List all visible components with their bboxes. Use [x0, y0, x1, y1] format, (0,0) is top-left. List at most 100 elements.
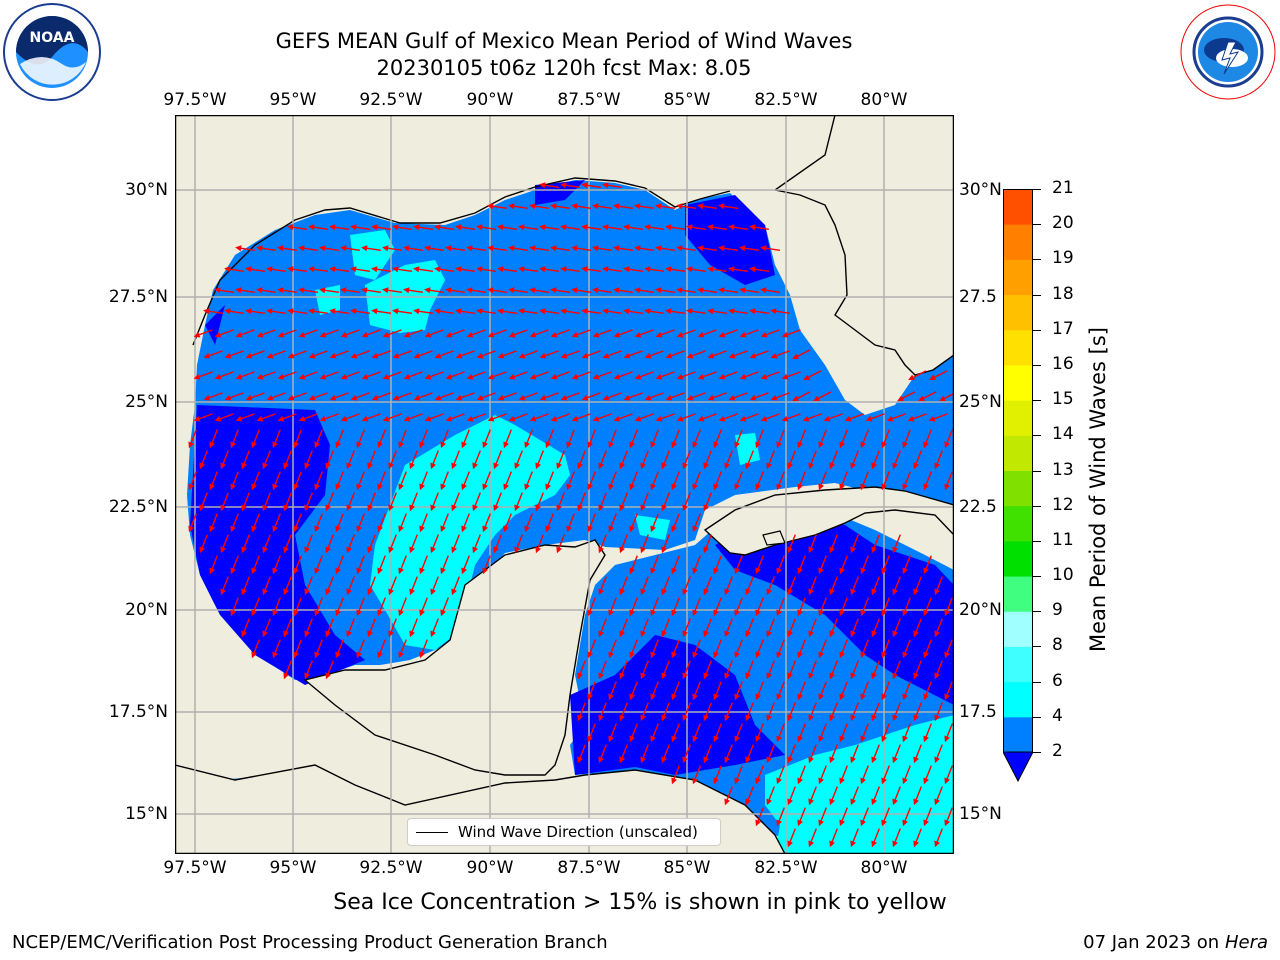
wind-wave-arrowhead — [818, 441, 824, 449]
wind-wave-arrowhead — [692, 483, 698, 491]
wind-wave-arrowhead — [760, 287, 767, 294]
wind-wave-arrowhead — [776, 483, 782, 491]
wind-wave-arrowhead — [493, 462, 499, 470]
wind-wave-arrowhead — [235, 331, 243, 338]
wind-wave-arrowhead — [640, 672, 646, 680]
wind-wave-arrowhead — [224, 352, 232, 359]
wind-wave-arrowhead — [224, 394, 232, 401]
wind-wave-arrowhead — [329, 266, 336, 273]
colorbar-tick — [1033, 189, 1041, 190]
wind-wave-arrowhead — [692, 441, 698, 449]
wind-wave-arrowhead — [613, 203, 620, 210]
wind-wave-arrowhead — [860, 567, 866, 575]
wind-wave-arrowhead — [749, 308, 756, 315]
wind-wave-arrowhead — [808, 462, 814, 470]
wind-wave-arrowhead — [944, 651, 950, 659]
wind-wave-arrowhead — [361, 373, 369, 380]
wind-wave-arrowhead — [298, 245, 305, 252]
wind-wave-arrowhead — [392, 394, 400, 401]
wind-wave-arrowhead — [797, 651, 803, 659]
wave-period-6-8 — [370, 415, 570, 650]
wind-wave-arrowhead — [398, 525, 404, 533]
lon-tick-label: 87.5°W — [557, 858, 621, 878]
wind-wave-arrowhead — [665, 266, 672, 273]
colorbar-segment — [1003, 470, 1033, 507]
wind-wave-arrowhead — [871, 588, 877, 596]
wind-wave-arrowhead — [451, 588, 457, 596]
wind-wave-arrowhead — [797, 693, 803, 701]
colorbar-tick-label: 10 — [1052, 565, 1074, 586]
wind-wave-arrowhead — [703, 504, 709, 512]
wind-wave-arrowhead — [419, 609, 425, 617]
wind-wave-arrowhead — [644, 394, 652, 401]
wind-wave-arrowhead — [209, 441, 215, 449]
wind-wave-arrowhead — [319, 245, 326, 252]
footer-date: 07 Jan 2023 on Hera — [1083, 932, 1268, 953]
wind-wave-arrowhead — [718, 373, 726, 380]
wind-wave-arrowhead — [760, 373, 768, 380]
colorbar-segment — [1003, 400, 1033, 436]
wind-wave-arrowhead — [860, 651, 866, 659]
lon-tick-label: 87.5°W — [557, 90, 621, 110]
wind-wave-arrowhead — [487, 373, 495, 380]
wind-wave-arrows — [188, 182, 954, 848]
wind-wave-arrowhead — [944, 693, 950, 701]
wind-wave-arrowhead — [728, 394, 736, 401]
wind-wave-arrowhead — [766, 672, 772, 680]
wind-wave-arrowhead — [881, 441, 887, 449]
map-title: GEFS MEAN Gulf of Mexico Mean Period of … — [275, 29, 853, 53]
wind-wave-arrowhead — [529, 203, 536, 210]
wind-wave-arrowhead — [508, 203, 515, 210]
wind-wave-arrowhead — [713, 609, 719, 617]
wind-wave-arrowhead — [518, 266, 525, 273]
lon-tick-label: 82.5°W — [754, 90, 818, 110]
wind-wave-arrowhead — [671, 777, 677, 785]
wind-wave-arrowhead — [539, 266, 546, 273]
svg-text:NOAA: NOAA — [30, 30, 75, 46]
wind-wave-arrowhead — [325, 588, 331, 596]
wind-wave-arrowhead — [440, 567, 446, 575]
wind-wave-arrowhead — [739, 373, 747, 380]
wind-wave-arrowhead — [587, 609, 593, 617]
wind-wave-arrowhead — [508, 415, 516, 422]
wave-period-6-8 — [350, 230, 395, 280]
wind-wave-arrowhead — [934, 798, 940, 806]
wind-wave-arrowhead — [556, 504, 562, 512]
wind-wave-arrowhead — [398, 609, 404, 617]
wind-wave-arrowhead — [707, 266, 714, 273]
wind-wave-arrowhead — [577, 714, 583, 722]
wind-wave-arrowhead — [619, 504, 625, 512]
wind-wave-arrowhead — [356, 525, 362, 533]
wind-wave-arrowhead — [335, 483, 341, 491]
wind-wave-arrowhead — [251, 609, 257, 617]
wind-wave-arrowhead — [634, 287, 641, 294]
wind-wave-arrowhead — [629, 735, 635, 743]
wind-wave-arrowhead — [587, 651, 593, 659]
wind-wave-arrowhead — [487, 331, 495, 338]
wind-wave-arrowhead — [850, 546, 856, 554]
wind-wave-arrowhead — [508, 373, 516, 380]
wind-wave-arrowhead — [539, 224, 546, 231]
wind-wave-arrowhead — [587, 525, 593, 533]
wind-wave-arrowhead — [703, 546, 709, 554]
wind-wave-arrowhead — [839, 651, 845, 659]
wind-wave-arrowhead — [707, 352, 715, 359]
wind-wave-arrowhead — [476, 308, 483, 315]
colorbar-segment — [1003, 611, 1033, 647]
wind-wave-arrowhead — [787, 714, 793, 722]
wind-wave-arrowhead — [728, 224, 735, 231]
wind-wave-arrowhead — [220, 546, 226, 554]
wind-wave-arrowhead — [571, 203, 578, 210]
wind-wave-arrowhead — [881, 567, 887, 575]
wind-wave-arrowhead — [550, 373, 558, 380]
wind-wave-arrowhead — [724, 798, 730, 806]
wind-wave-arrowhead — [293, 483, 299, 491]
wind-wave-arrowhead — [508, 331, 516, 338]
wind-wave-arrowhead — [770, 352, 778, 359]
wind-wave-arrowhead — [472, 546, 478, 554]
wind-wave-arrowhead — [256, 331, 264, 338]
wind-wave-arrowhead — [629, 693, 635, 701]
wind-wave-arrowhead — [650, 441, 656, 449]
wind-wave-arrowhead — [939, 395, 946, 401]
wind-wave-arrowhead — [241, 546, 247, 554]
